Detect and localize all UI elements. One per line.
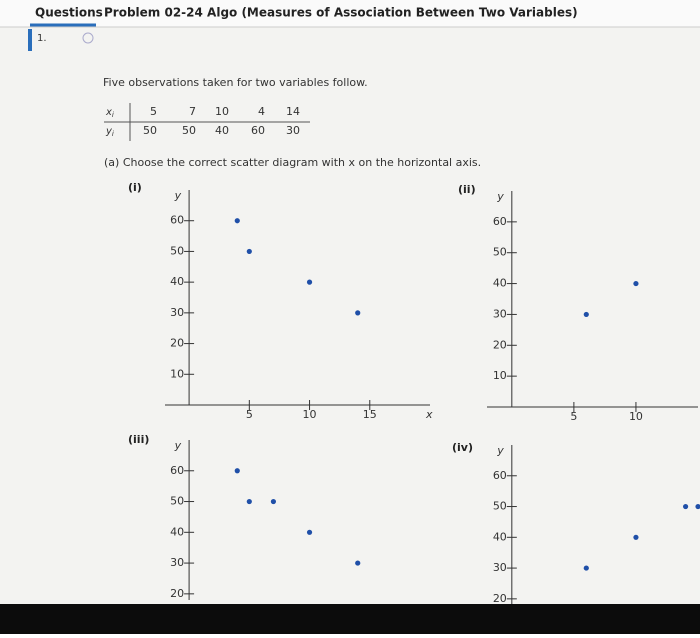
subscript: i	[112, 111, 114, 119]
y-tick-label: 40	[170, 275, 184, 288]
point	[583, 565, 589, 571]
y-tick-label: 60	[493, 215, 507, 228]
part-a: (a) Choose the correct scatter diagram w…	[104, 156, 481, 169]
table-cell: 50	[182, 124, 196, 137]
x-tick-label: 5	[246, 408, 253, 421]
bottom-bar	[0, 604, 700, 634]
point	[695, 503, 700, 510]
table-cell: 60	[251, 124, 265, 137]
y-tick-label: 40	[170, 525, 184, 538]
point	[355, 560, 361, 566]
point	[633, 280, 639, 287]
point	[246, 498, 252, 505]
y-tick-label: 20	[493, 592, 507, 605]
y-tick-label: 20	[170, 587, 184, 600]
point	[306, 279, 313, 285]
symbol: x	[105, 107, 112, 118]
y-tick-label: 10	[493, 369, 507, 382]
y-axis-label: y	[496, 444, 504, 457]
y-axis-label: y	[174, 189, 182, 202]
scatter-chart: (ii) y 10 20 30 40 50 60 5 10	[458, 183, 698, 423]
chart-label: (iii)	[128, 433, 149, 446]
table-cell: 14	[286, 105, 300, 118]
y-tick-label: 30	[493, 307, 507, 320]
table-cell: 40	[215, 124, 229, 137]
point	[682, 503, 689, 510]
y-tick-label: 30	[170, 556, 184, 569]
symbol: y	[105, 126, 113, 137]
table-cell: 5	[150, 105, 157, 118]
y-tick-label: 50	[170, 495, 184, 508]
y-tick-label: 40	[493, 277, 507, 290]
y-tick-label: 50	[170, 244, 184, 257]
problem-title: Problem 02-24 Algo (Measures of Associat…	[104, 6, 578, 20]
x-tick-label: 15	[363, 408, 377, 421]
x-tick-label: 10	[303, 408, 317, 421]
subscript: i	[112, 130, 114, 138]
x-tick-label: 10	[629, 410, 643, 423]
point	[583, 311, 589, 318]
row-header: yi	[105, 126, 114, 138]
x-tick-label: 5	[570, 410, 577, 423]
table-cell: 4	[258, 105, 265, 118]
table-cell: 7	[189, 105, 196, 118]
y-tick-label: 20	[170, 337, 184, 350]
y-axis-label: y	[496, 190, 504, 203]
intro: Five observations taken for two variable…	[103, 76, 368, 89]
point	[234, 218, 240, 224]
header-bar	[0, 0, 700, 27]
x-axis-label: x	[425, 408, 433, 421]
y-tick-label: 10	[170, 367, 184, 380]
y-axis-label: y	[174, 439, 182, 452]
y-tick-label: 20	[493, 338, 507, 351]
status-icon	[82, 32, 94, 44]
charts: (i) y x 10 20 30 40 50 60 5 10 15 (ii) y 10 20 30 40 50 60 5…	[128, 181, 700, 605]
point	[270, 498, 277, 505]
y-tick-label: 50	[493, 500, 507, 513]
y-tick-label: 60	[170, 214, 184, 227]
y-tick-label: 60	[170, 464, 184, 477]
row-header: xi	[105, 107, 114, 119]
scatter-chart: (iii) y 20 30 40 50 60	[128, 433, 361, 600]
chart-label: (i)	[128, 181, 142, 194]
chart-label: (iv)	[452, 441, 473, 454]
y-tick-label: 60	[493, 469, 507, 482]
table-cell: 50	[143, 124, 157, 137]
point	[246, 248, 252, 255]
point	[355, 310, 361, 316]
table-cell: 10	[215, 105, 229, 118]
y-tick-label: 30	[493, 561, 507, 574]
question-number[interactable]: 1.	[37, 33, 47, 44]
y-tick-label: 30	[170, 306, 184, 319]
y-tick-label: 40	[493, 530, 507, 543]
tab[interactable]: Questions	[35, 6, 103, 20]
point	[306, 529, 313, 535]
question-marker	[28, 29, 32, 51]
y-tick-label: 50	[493, 246, 507, 259]
table-cell: 30	[286, 124, 300, 137]
point	[234, 468, 240, 474]
scatter-chart: (i) y x 10 20 30 40 50 60 5 10 15	[128, 181, 433, 421]
chart-label: (ii)	[458, 183, 476, 196]
scatter-chart: (iv) y 20 30 40 50 60	[452, 441, 700, 605]
point	[633, 534, 639, 540]
